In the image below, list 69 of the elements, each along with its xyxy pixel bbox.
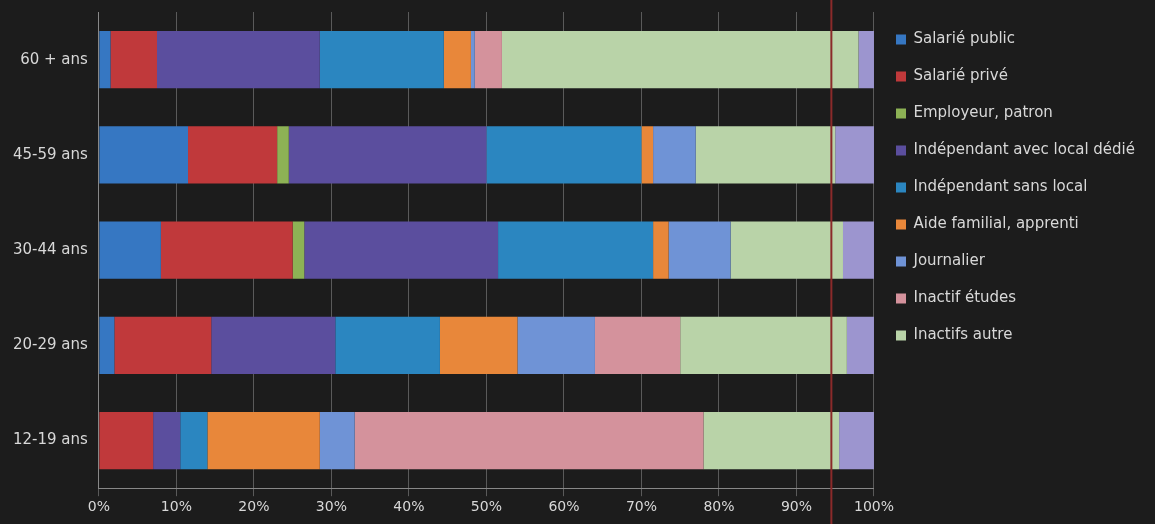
legend-label: Salarié public	[913, 29, 1016, 48]
bar	[730, 221, 843, 279]
legend-label: Journalier	[912, 251, 986, 270]
x-tick-label: 10%	[160, 498, 192, 515]
x-tick-label: 90%	[780, 498, 813, 515]
bar	[839, 412, 874, 470]
y-tick-label: 45-59 ans	[12, 144, 89, 163]
bar	[470, 31, 475, 89]
bar	[211, 316, 336, 374]
bar	[835, 126, 874, 184]
bar	[501, 31, 859, 89]
bar	[354, 412, 704, 470]
legend-label: Employeur, patron	[913, 103, 1053, 122]
x-tick-label: 100%	[853, 498, 895, 515]
bar	[99, 31, 111, 89]
legend-label: Inactif études	[913, 288, 1017, 307]
bar	[858, 31, 874, 89]
legend-label: Salarié privé	[913, 66, 1008, 85]
x-tick-label: 60%	[548, 498, 580, 515]
x-tick-label: 50%	[470, 498, 502, 515]
bar	[517, 316, 595, 374]
y-tick-label: 60 + ans	[20, 49, 89, 68]
bar	[842, 221, 874, 279]
bar	[486, 126, 642, 184]
bar	[114, 316, 212, 374]
x-tick-label: 20%	[238, 498, 270, 515]
x-tick-label: 0%	[87, 498, 110, 515]
legend-label: Indépendant sans local	[913, 177, 1088, 196]
bar	[288, 126, 487, 184]
bar	[99, 316, 115, 374]
bar	[498, 221, 654, 279]
bar	[846, 316, 874, 374]
bar	[160, 221, 293, 279]
x-tick-label: 30%	[315, 498, 347, 515]
bar	[180, 412, 208, 470]
bar	[653, 221, 669, 279]
x-tick-label: 80%	[703, 498, 735, 515]
bar	[153, 412, 181, 470]
x-tick-label: 40%	[393, 498, 425, 515]
legend-label: Inactifs autre	[913, 325, 1013, 344]
bar	[668, 221, 731, 279]
bar	[695, 126, 836, 184]
bar	[99, 126, 189, 184]
bar	[292, 221, 305, 279]
bar	[474, 31, 502, 89]
bar	[335, 316, 440, 374]
x-tick-label: 70%	[625, 498, 658, 515]
bar	[594, 316, 681, 374]
bar	[439, 316, 518, 374]
legend-label: Indépendant avec local dédié	[913, 140, 1136, 159]
bar	[277, 126, 289, 184]
bar	[641, 126, 654, 184]
bar	[680, 316, 847, 374]
bar	[99, 221, 161, 279]
y-tick-label: 20-29 ans	[12, 335, 89, 354]
bar	[319, 31, 444, 89]
bar	[157, 31, 320, 89]
bar	[653, 126, 696, 184]
legend-label: Aide familial, apprenti	[913, 214, 1079, 233]
y-tick-label: 12-19 ans	[12, 430, 89, 449]
bar	[304, 221, 499, 279]
bar	[99, 412, 154, 470]
bar	[188, 126, 278, 184]
bar	[207, 412, 320, 470]
bar	[110, 31, 157, 89]
y-tick-label: 30-44 ans	[12, 239, 89, 258]
bar	[319, 412, 355, 470]
bar	[703, 412, 840, 470]
bar	[443, 31, 471, 89]
